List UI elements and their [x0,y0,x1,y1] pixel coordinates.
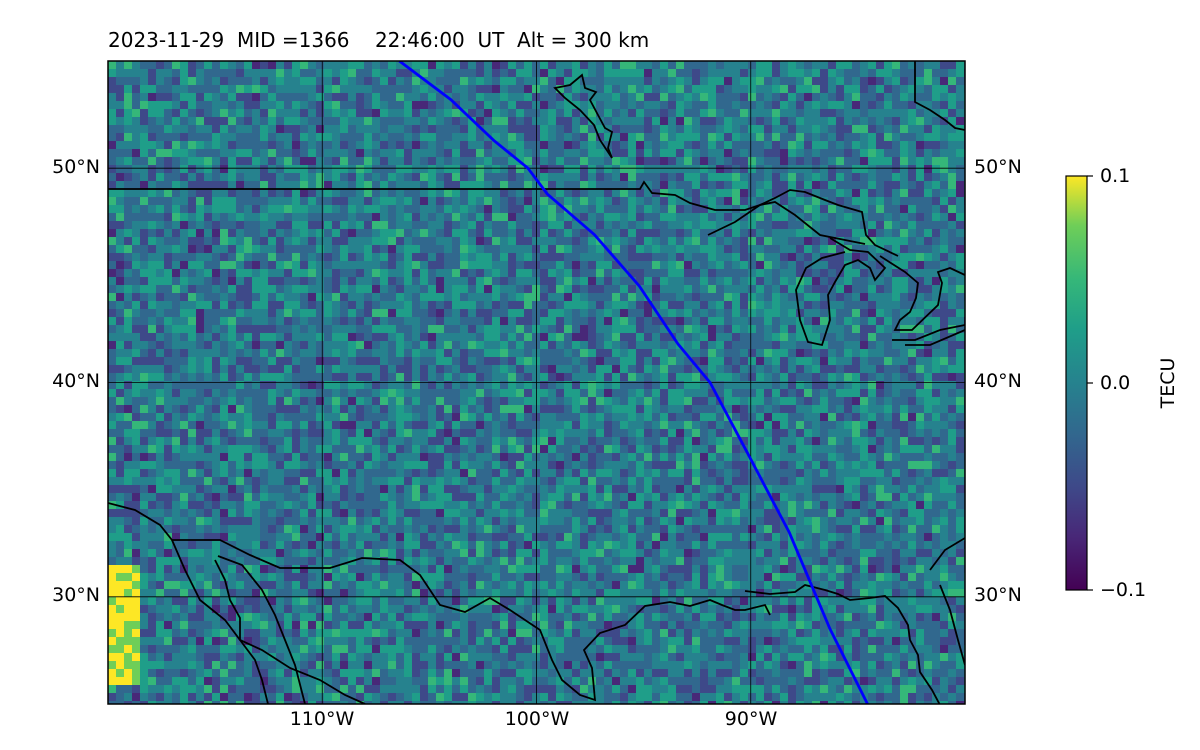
colorbar-label: TECU [1157,357,1179,409]
terminator-line [398,61,870,704]
lat-label-right: 40°N [974,370,1022,392]
map-frame [107,60,966,705]
colorbar-tick-label: −0.1 [1100,579,1147,601]
colorbar-tick-label: 0.1 [1100,165,1131,187]
lat-label-right: 30°N [974,584,1022,606]
lat-label-left: 30°N [52,584,100,606]
lat-label-right: 50°N [974,156,1022,178]
colorbar [1065,175,1088,591]
gridlines [108,61,965,704]
lat-label-left: 50°N [52,156,100,178]
coastlines [108,61,965,704]
map-title: 2023-11-29 MID =1366 22:46:00 UT Alt = 3… [108,28,650,52]
lon-label: 90°W [724,708,778,730]
tec-heatmap [108,61,965,704]
colorbar-tick-label: 0.0 [1100,372,1131,394]
lat-label-left: 40°N [52,370,100,392]
lon-label: 100°W [504,708,570,730]
lon-label: 110°W [289,708,355,730]
